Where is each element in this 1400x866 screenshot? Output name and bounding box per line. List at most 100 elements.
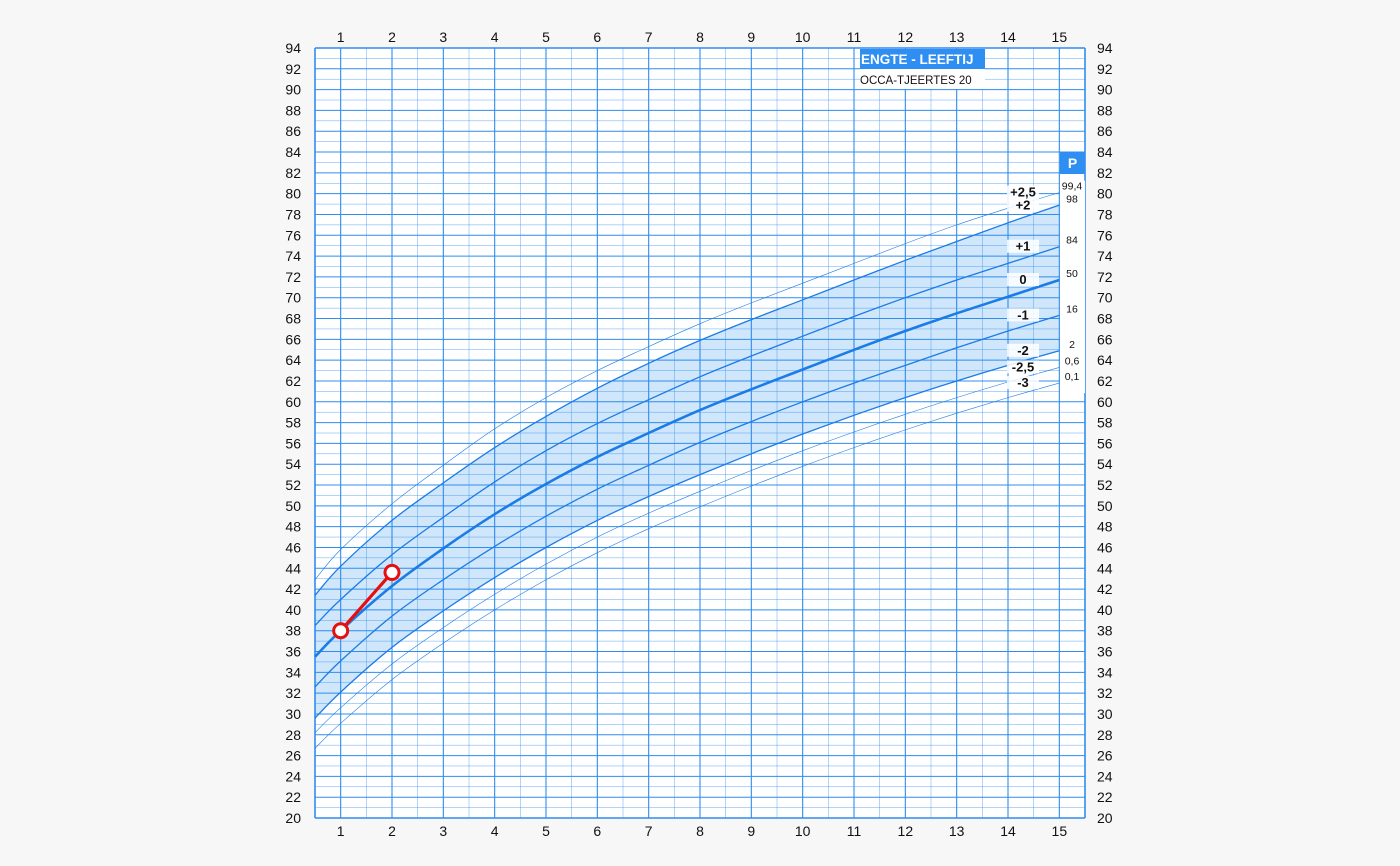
sd-label: +2 [1016,198,1031,213]
y-tick-label-left: 78 [285,206,301,222]
x-tick-label-top: 3 [439,29,447,45]
sd-label-background [1007,273,1039,287]
y-tick-label-right: 92 [1097,61,1113,77]
reference-curves-layer [314,192,1060,749]
y-tick-label-left: 30 [285,706,301,722]
x-tick-label-top: 13 [949,29,965,45]
y-tick-label-right: 90 [1097,82,1113,98]
y-tick-label-left: 24 [285,768,301,784]
y-tick-label-right: 70 [1097,290,1113,306]
subtitle-background [860,69,985,89]
y-tick-label-left: 56 [285,435,301,451]
y-tick-label-left: 68 [285,311,301,327]
x-tick-label-top: 12 [898,29,914,45]
sd-label: -1 [1017,307,1029,322]
sd-label-background [1007,343,1039,357]
y-tick-label-left: 66 [285,331,301,347]
y-tick-label-left: 90 [285,82,301,98]
reference-curve-sd--2 [314,350,1060,719]
percentile-label: 50 [1066,268,1078,280]
x-tick-label-top: 7 [645,29,653,45]
reference-curve-sd-+2,5 [314,192,1060,580]
x-tick-label-bottom: 13 [949,823,965,839]
x-tick-label-top: 14 [1000,29,1016,45]
y-tick-label-left: 70 [285,290,301,306]
y-tick-label-right: 82 [1097,165,1113,181]
y-tick-label-left: 28 [285,727,301,743]
axis-labels-layer: 1122334455667788991010111112121313141415… [285,29,1112,839]
y-tick-label-left: 32 [285,685,301,701]
y-tick-label-left: 94 [285,40,301,56]
y-tick-label-right: 42 [1097,581,1113,597]
grid-layer [314,47,1086,819]
chart-subtitle: OCCA-TJEERTES 20 [860,75,972,87]
y-tick-label-right: 38 [1097,623,1113,639]
y-tick-label-right: 86 [1097,123,1113,139]
x-tick-label-top: 15 [1052,29,1068,45]
y-tick-label-left: 64 [285,352,301,368]
y-tick-label-right: 20 [1097,810,1113,826]
y-tick-label-right: 88 [1097,102,1113,118]
y-tick-label-right: 80 [1097,186,1113,202]
y-tick-label-right: 28 [1097,727,1113,743]
x-tick-label-top: 6 [593,29,601,45]
percentile-label: 2 [1069,339,1075,351]
sd-percentile-legend: P +2,5 99,4 +2 98 +1 84 0 50 -1 16 -2 2 -2,5 0,6 -3 0,1 [1007,152,1085,394]
y-tick-label-right: 44 [1097,560,1113,576]
x-tick-label-bottom: 15 [1052,823,1068,839]
x-tick-label-bottom: 3 [439,823,447,839]
y-tick-label-left: 60 [285,394,301,410]
x-tick-label-bottom: 7 [645,823,653,839]
title-background [860,49,985,69]
percentile-label: 84 [1066,235,1078,247]
percentile-header: P [1068,155,1077,171]
x-tick-label-top: 8 [696,29,704,45]
sd-label: +1 [1016,239,1031,254]
y-tick-label-right: 46 [1097,539,1113,555]
reference-curve-sd--3 [314,382,1060,749]
reference-curve-sd--2,5 [314,367,1060,733]
y-tick-label-right: 52 [1097,477,1113,493]
measurement-line [339,571,394,632]
sd-label-background [1007,198,1039,212]
y-tick-label-left: 48 [285,519,301,535]
x-tick-label-top: 10 [795,29,811,45]
x-tick-label-bottom: 4 [491,823,499,839]
y-tick-label-right: 94 [1097,40,1113,56]
percentile-header-background [1060,152,1085,174]
y-tick-label-right: 54 [1097,456,1113,472]
measurement-point [383,563,401,581]
sd-label: -3 [1017,375,1029,390]
x-tick-label-bottom: 5 [542,823,550,839]
x-tick-label-bottom: 11 [847,823,862,839]
y-tick-label-left: 88 [285,102,301,118]
sd-label-background [1007,185,1039,199]
y-tick-label-left: 80 [285,186,301,202]
y-tick-label-right: 74 [1097,248,1113,264]
y-tick-label-left: 36 [285,644,301,660]
sd-band-fill [315,205,1060,719]
y-tick-label-right: 22 [1097,789,1113,805]
y-tick-label-left: 22 [285,789,301,805]
x-tick-label-top: 4 [491,29,499,45]
y-tick-label-right: 58 [1097,415,1113,431]
y-tick-label-left: 62 [285,373,301,389]
reference-curve-sd-+1 [314,246,1060,626]
y-tick-label-right: 32 [1097,685,1113,701]
y-tick-label-right: 60 [1097,394,1113,410]
y-tick-label-left: 34 [285,664,301,680]
chart-header: ENGTE - LEEFTIJ OCCA-TJEERTES 20 [860,49,985,89]
y-tick-label-right: 84 [1097,144,1113,160]
sd-label: +2,5 [1010,185,1036,200]
y-tick-label-left: 46 [285,539,301,555]
y-tick-label-right: 72 [1097,269,1113,285]
y-tick-label-left: 58 [285,415,301,431]
y-tick-label-right: 62 [1097,373,1113,389]
y-tick-label-left: 20 [285,810,301,826]
y-tick-label-left: 52 [285,477,301,493]
x-tick-label-bottom: 14 [1000,823,1016,839]
x-tick-label-bottom: 8 [696,823,704,839]
y-tick-label-right: 78 [1097,206,1113,222]
